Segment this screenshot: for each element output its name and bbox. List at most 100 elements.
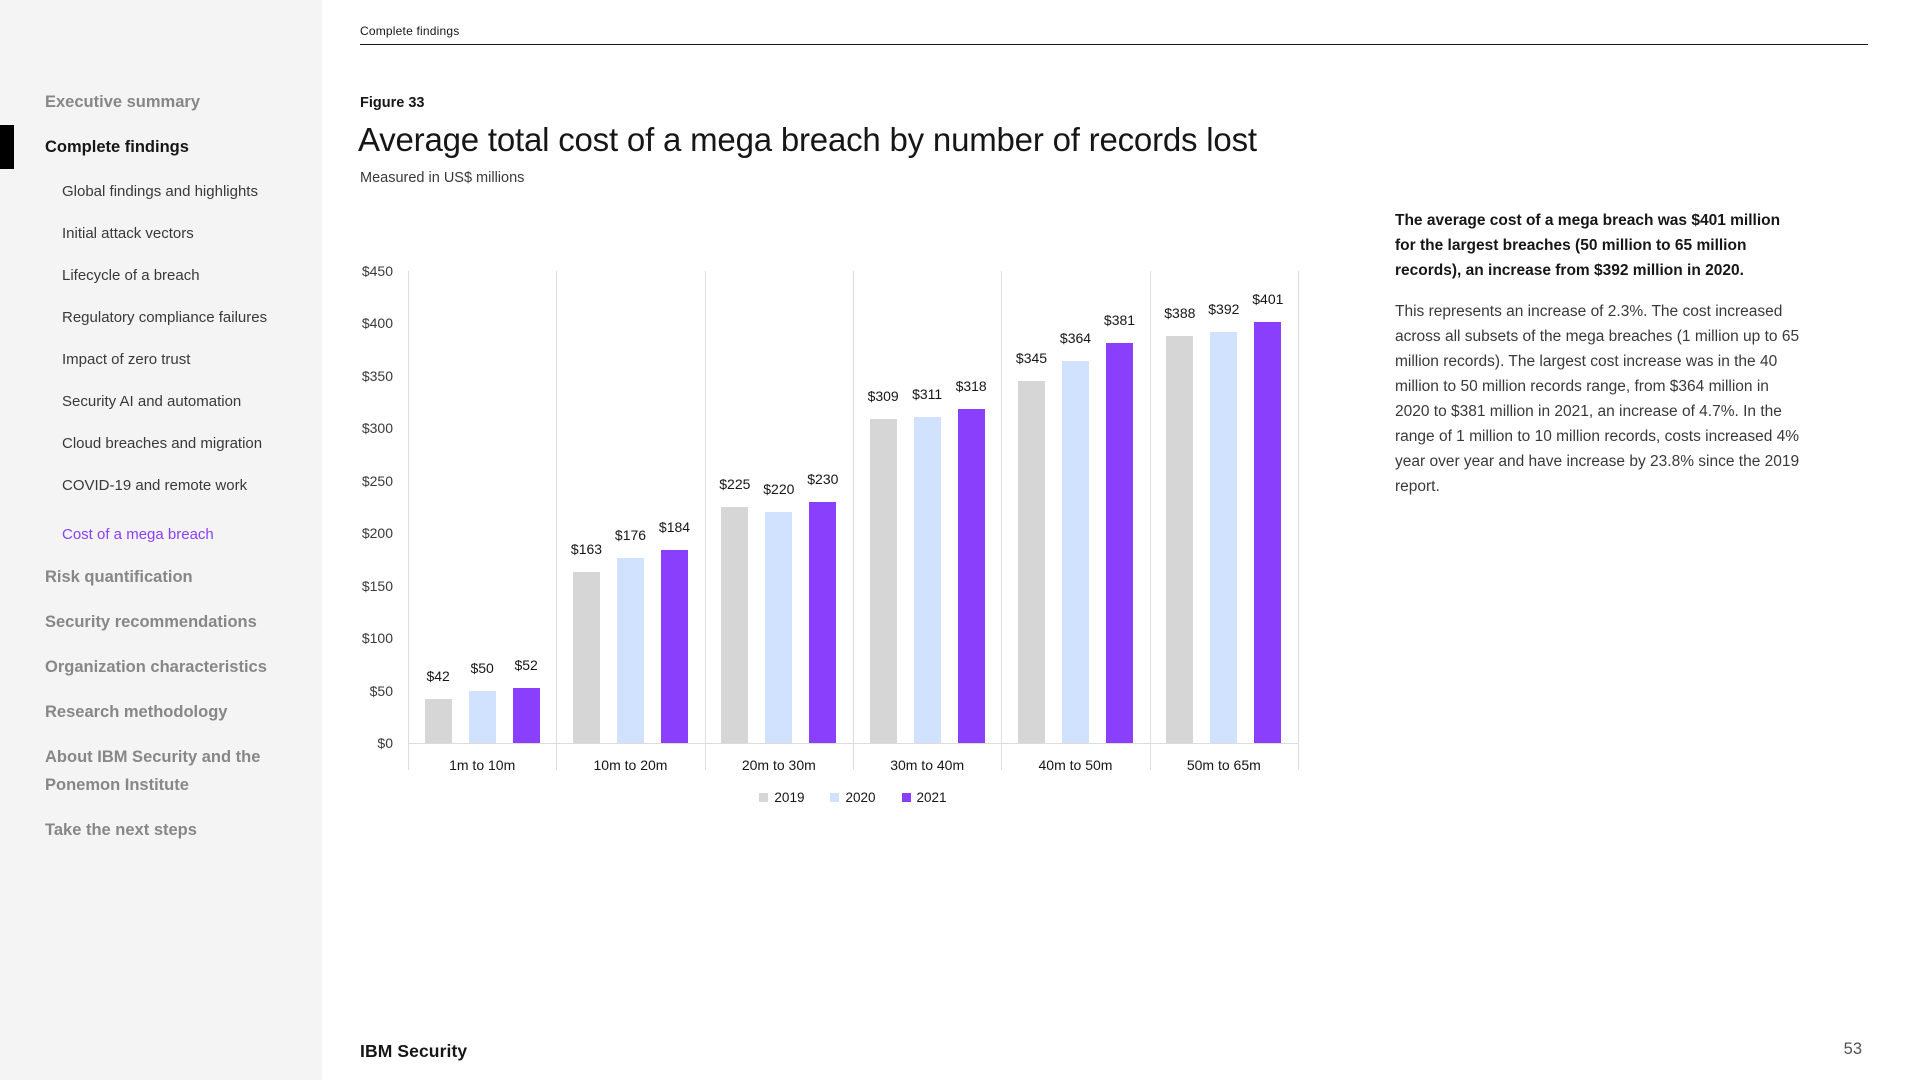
bar-2021-30m-to-40m (957, 409, 985, 743)
page-title: Average total cost of a mega breach by n… (358, 121, 1257, 158)
page-subtitle: Measured in US$ millions (360, 170, 525, 186)
sidebar-item-organization-characteristics[interactable]: Organization characteristics (45, 658, 267, 676)
header-rule (360, 44, 1868, 45)
section-eyebrow: Complete findings (360, 24, 460, 38)
bar-value-label: $381 (1103, 312, 1136, 329)
sidebar-item-risk-quantification[interactable]: Risk quantification (45, 568, 193, 586)
y-axis-tick-label: $200 (361, 525, 393, 542)
x-axis-label: 50m to 65m (1186, 757, 1261, 773)
bar-value-label: $364 (1059, 330, 1092, 347)
grid-line (408, 271, 409, 770)
x-axis-label: 10m to 20m (593, 757, 668, 773)
bar-value-label: $163 (570, 541, 603, 558)
x-axis-line (408, 743, 1298, 744)
legend-item-2021: 2021 (901, 790, 947, 805)
sidebar-item-lifecycle-of-a-breach[interactable]: Lifecycle of a breach (62, 267, 200, 284)
bar-value-label: $220 (763, 481, 795, 498)
bar-2021-50m-to-65m (1254, 322, 1282, 743)
grid-line (704, 271, 706, 770)
sidebar-item-security-recommendations[interactable]: Security recommendations (45, 613, 257, 631)
sidebar-item-executive-summary[interactable]: Executive summary (45, 93, 201, 111)
bar-2019-40m-to-50m (1018, 381, 1045, 743)
sidebar-item-about-ibm-security-and-the-ponemon-institute[interactable]: About IBM Security and the Ponemon Insti… (45, 748, 261, 794)
bar-2020-40m-to-50m (1062, 361, 1089, 743)
sidebar-item-global-findings-and-highlights[interactable]: Global findings and highlights (62, 183, 258, 200)
y-axis-tick-label: $150 (361, 577, 393, 594)
bar-2020-50m-to-65m (1210, 331, 1238, 743)
legend-item-2020: 2020 (830, 790, 876, 805)
sidebar-item-cloud-breaches-and-migration[interactable]: Cloud breaches and migration (62, 435, 263, 452)
bar-value-label: $42 (426, 667, 450, 684)
sidenote-body: This represents an increase of 2.3%. The… (1395, 303, 1800, 495)
bar-2021-10m-to-20m (661, 550, 688, 743)
sidenote-heading: The average cost of a mega breach was $4… (1395, 212, 1781, 279)
brand-security: Security (397, 1041, 468, 1061)
y-axis-tick-label: $100 (361, 630, 393, 647)
y-axis-tick-label: $300 (361, 420, 393, 437)
y-axis-tick-label: $0 (377, 735, 393, 751)
bar-2020-10m-to-20m (617, 558, 644, 743)
bar-2021-1m-to-10m (512, 688, 540, 743)
bar-value-label: $311 (912, 385, 943, 402)
chart-legend: 2019 2020 2021 (408, 790, 1298, 805)
bar-value-label: $176 (614, 527, 647, 544)
sidebar-item-research-methodology[interactable]: Research methodology (45, 703, 228, 721)
sidebar-item-take-the-next-steps[interactable]: Take the next steps (45, 821, 197, 839)
sidebar: Executive summary Complete findings Global… (0, 0, 322, 1080)
sidebar-item-cost-of-a-mega-breach[interactable]: Cost of a mega breach (62, 526, 214, 543)
legend-label: 2021 (916, 790, 947, 805)
bar-value-label: $230 (807, 470, 839, 487)
sidebar-nav: Executive summary Complete findings Global… (0, 88, 322, 861)
sidebar-item-regulatory-compliance-failures[interactable]: Regulatory compliance failures (62, 309, 268, 326)
bar-value-label: $309 (867, 387, 899, 404)
bar-value-label: $52 (514, 657, 538, 674)
legend-label: 2019 (774, 790, 805, 805)
brand-logo: IBM Security (360, 1041, 467, 1062)
bar-2020-20m-to-30m (765, 512, 793, 743)
page-number: 53 (1843, 1040, 1862, 1058)
y-axis-tick-label: $250 (361, 472, 393, 489)
chart: 2019 2020 2021 $450 $400 $350 $300 $250 $200 $15… (330, 260, 1340, 840)
grid-line (556, 271, 558, 770)
bar-2019-20m-to-30m (721, 507, 749, 743)
grid-line (853, 271, 854, 770)
grid-line (1001, 271, 1003, 770)
x-axis-label: 40m to 50m (1038, 757, 1113, 773)
legend-item-2019: 2019 (759, 790, 804, 805)
sidebar-item-complete-findings[interactable]: Complete findings (0, 125, 322, 169)
bar-2019-1m-to-10m (424, 698, 452, 743)
bar-2020-30m-to-40m (913, 416, 941, 743)
y-axis-tick-label: $400 (361, 315, 393, 332)
x-axis-label: 30m to 40m (890, 757, 965, 773)
y-axis-tick-label: $50 (369, 682, 393, 699)
legend-swatch-icon (759, 793, 769, 802)
bar-value-label: $392 (1208, 300, 1240, 317)
brand-ibm: IBM (360, 1041, 393, 1061)
bar-value-label: $401 (1252, 291, 1284, 308)
y-axis-tick-label: $350 (361, 367, 393, 384)
bar-value-label: $345 (1015, 350, 1048, 367)
x-axis-label: 1m to 10m (449, 757, 516, 773)
bar-2020-1m-to-10m (468, 690, 496, 743)
bar-2019-30m-to-40m (869, 418, 897, 743)
bar-value-label: $50 (470, 659, 494, 676)
legend-label: 2020 (845, 790, 876, 805)
bar-value-label: $388 (1164, 305, 1196, 322)
sidebar-item-impact-of-zero-trust[interactable]: Impact of zero trust (62, 351, 191, 368)
legend-swatch-icon (830, 793, 840, 802)
bar-value-label: $318 (955, 378, 987, 395)
bar-2021-20m-to-30m (809, 501, 837, 743)
sidenote: The average cost of a mega breach was $4… (1395, 208, 1803, 499)
bar-2019-50m-to-65m (1166, 336, 1194, 743)
bar-2019-10m-to-20m (573, 572, 600, 743)
bar-value-label: $225 (719, 476, 751, 492)
grid-line (1149, 271, 1151, 770)
sidebar-item-covid-19-and-remote-work[interactable]: COVID-19 and remote work (62, 477, 248, 494)
x-axis-label: 20m to 30m (741, 757, 816, 773)
figure-label: Figure 33 (360, 95, 425, 111)
y-axis-tick-label: $450 (361, 263, 393, 279)
sidebar-item-initial-attack-vectors[interactable]: Initial attack vectors (62, 225, 194, 242)
bar-2021-40m-to-50m (1106, 343, 1133, 743)
legend-swatch-icon (901, 793, 911, 802)
sidebar-item-security-ai-and-automation[interactable]: Security AI and automation (62, 393, 242, 410)
